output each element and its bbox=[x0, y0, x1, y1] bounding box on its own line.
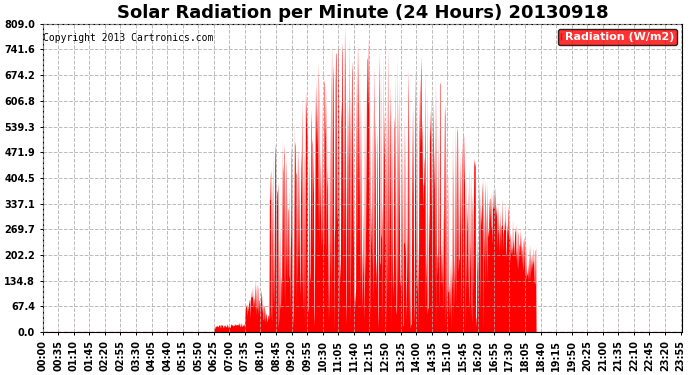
Text: Copyright 2013 Cartronics.com: Copyright 2013 Cartronics.com bbox=[43, 33, 214, 43]
Legend: Radiation (W/m2): Radiation (W/m2) bbox=[558, 29, 677, 45]
Title: Solar Radiation per Minute (24 Hours) 20130918: Solar Radiation per Minute (24 Hours) 20… bbox=[117, 4, 609, 22]
